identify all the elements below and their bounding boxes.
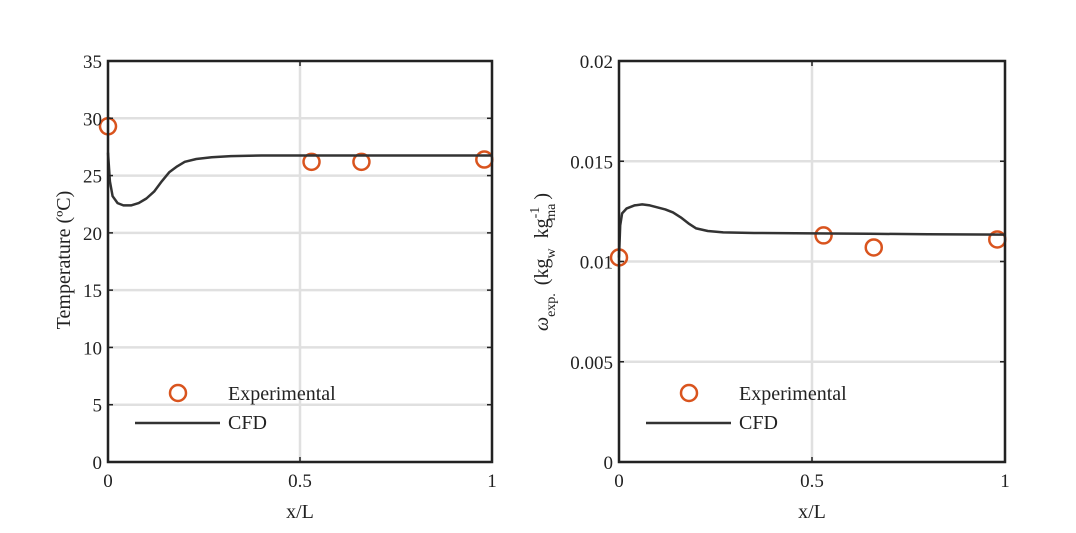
y-tick-label: 5 — [93, 396, 103, 417]
y-tick-label: 0.02 — [580, 52, 613, 73]
y-label-paren-close: ) — [531, 193, 553, 200]
y-tick-label: 10 — [83, 338, 102, 359]
y-tick-label: 0 — [604, 453, 614, 474]
y-tick-label: 30 — [83, 109, 102, 130]
series-line-cfd — [106, 152, 492, 207]
data-point-experimental — [475, 150, 494, 169]
legend-label-experimental: Experimental — [739, 383, 847, 405]
y-tick-label: 20 — [83, 224, 102, 245]
x-tick-label: 1 — [1000, 471, 1010, 492]
legend: Experimental CFD — [646, 383, 847, 434]
legend-label-experimental: Experimental — [228, 383, 336, 405]
series-line-cfd — [617, 203, 1006, 258]
y-label-kg2-sub: ma — [544, 203, 559, 221]
y-tick-label: 25 — [83, 167, 102, 188]
y-axis-label: Temperature (ºC) — [53, 191, 75, 330]
legend-label-cfd: CFD — [228, 412, 267, 434]
svg-text:ωexp.(kgwkg-1ma): ωexp.(kgwkg-1ma) — [528, 193, 559, 331]
x-tick-label: 0.5 — [288, 471, 312, 492]
y-label-kg1-sub: w — [544, 248, 559, 259]
data-point-experimental — [302, 152, 321, 172]
legend: Experimental CFD — [135, 383, 336, 434]
data-point-experimental — [814, 226, 833, 245]
y-label-symbol-sub: exp. — [544, 293, 559, 317]
y-tick-label: 0.01 — [580, 253, 613, 274]
legend-label-cfd: CFD — [739, 412, 778, 434]
y-label-kg2: kg — [531, 218, 553, 238]
y-label-paren-open: ( — [531, 278, 553, 285]
y-tick-label: 35 — [83, 52, 102, 73]
y-tick-label: 0.005 — [570, 353, 613, 374]
x-tick-label: 0.5 — [800, 471, 824, 492]
y-tick-label: 0.015 — [570, 152, 613, 173]
y-tick-label: 15 — [83, 281, 102, 302]
data-point-experimental — [864, 238, 884, 257]
legend-marker-experimental — [679, 383, 699, 403]
y-label-kg1: kg — [531, 259, 553, 279]
y-label-symbol: ω — [531, 317, 553, 331]
data-point-experimental — [352, 152, 371, 172]
legend-marker-experimental — [168, 383, 188, 403]
y-axis-label: ωexp.(kgwkg-1ma) — [528, 193, 559, 331]
x-axis-label: x/L — [286, 501, 314, 523]
x-tick-label: 0 — [103, 471, 113, 492]
y-tick-label: 0 — [93, 453, 103, 474]
y-label-kg2-sup: -1 — [528, 207, 543, 219]
x-tick-label: 0 — [614, 471, 624, 492]
x-tick-label: 1 — [487, 471, 497, 492]
x-axis-label: x/L — [798, 501, 826, 523]
